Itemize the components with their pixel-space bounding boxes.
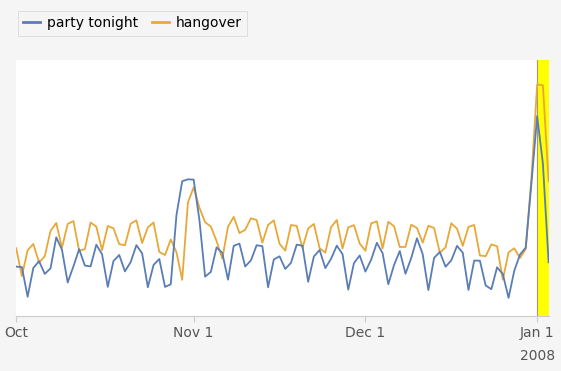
Bar <box>537 60 549 316</box>
Text: 2008: 2008 <box>519 349 555 363</box>
Legend: party tonight, hangover: party tonight, hangover <box>18 11 247 36</box>
